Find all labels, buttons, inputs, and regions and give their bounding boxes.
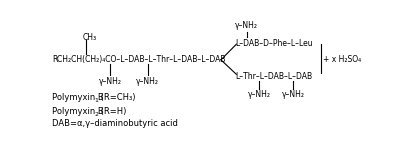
Text: γ–NH₂: γ–NH₂ xyxy=(248,90,271,99)
Text: γ–NH₂: γ–NH₂ xyxy=(235,21,258,30)
Text: L–Thr–L–DAB–L–DAB: L–Thr–L–DAB–L–DAB xyxy=(235,72,312,81)
Text: Polymyxin B: Polymyxin B xyxy=(52,93,104,102)
Text: (R=CH₃): (R=CH₃) xyxy=(98,93,136,102)
Text: γ–NH₂: γ–NH₂ xyxy=(137,77,159,86)
Text: DAB=α,γ–diaminobutyric acid: DAB=α,γ–diaminobutyric acid xyxy=(52,119,178,128)
Text: Polymyxin B: Polymyxin B xyxy=(52,107,104,116)
Text: RCH₂CH(CH₂)₄CO–L–DAB–L–Thr–L–DAB–L–DAB: RCH₂CH(CH₂)₄CO–L–DAB–L–Thr–L–DAB–L–DAB xyxy=(52,55,226,64)
Text: γ–NH₂: γ–NH₂ xyxy=(282,90,305,99)
Text: + x H₂SO₄: + x H₂SO₄ xyxy=(323,55,361,64)
Text: CH₃: CH₃ xyxy=(83,33,97,42)
Text: 2: 2 xyxy=(95,112,99,117)
Text: (R=H): (R=H) xyxy=(98,107,127,116)
Text: L–DAB–D–Phe–L–Leu: L–DAB–D–Phe–L–Leu xyxy=(235,39,312,48)
Text: 1: 1 xyxy=(95,98,99,103)
Text: γ–NH₂: γ–NH₂ xyxy=(99,77,122,86)
